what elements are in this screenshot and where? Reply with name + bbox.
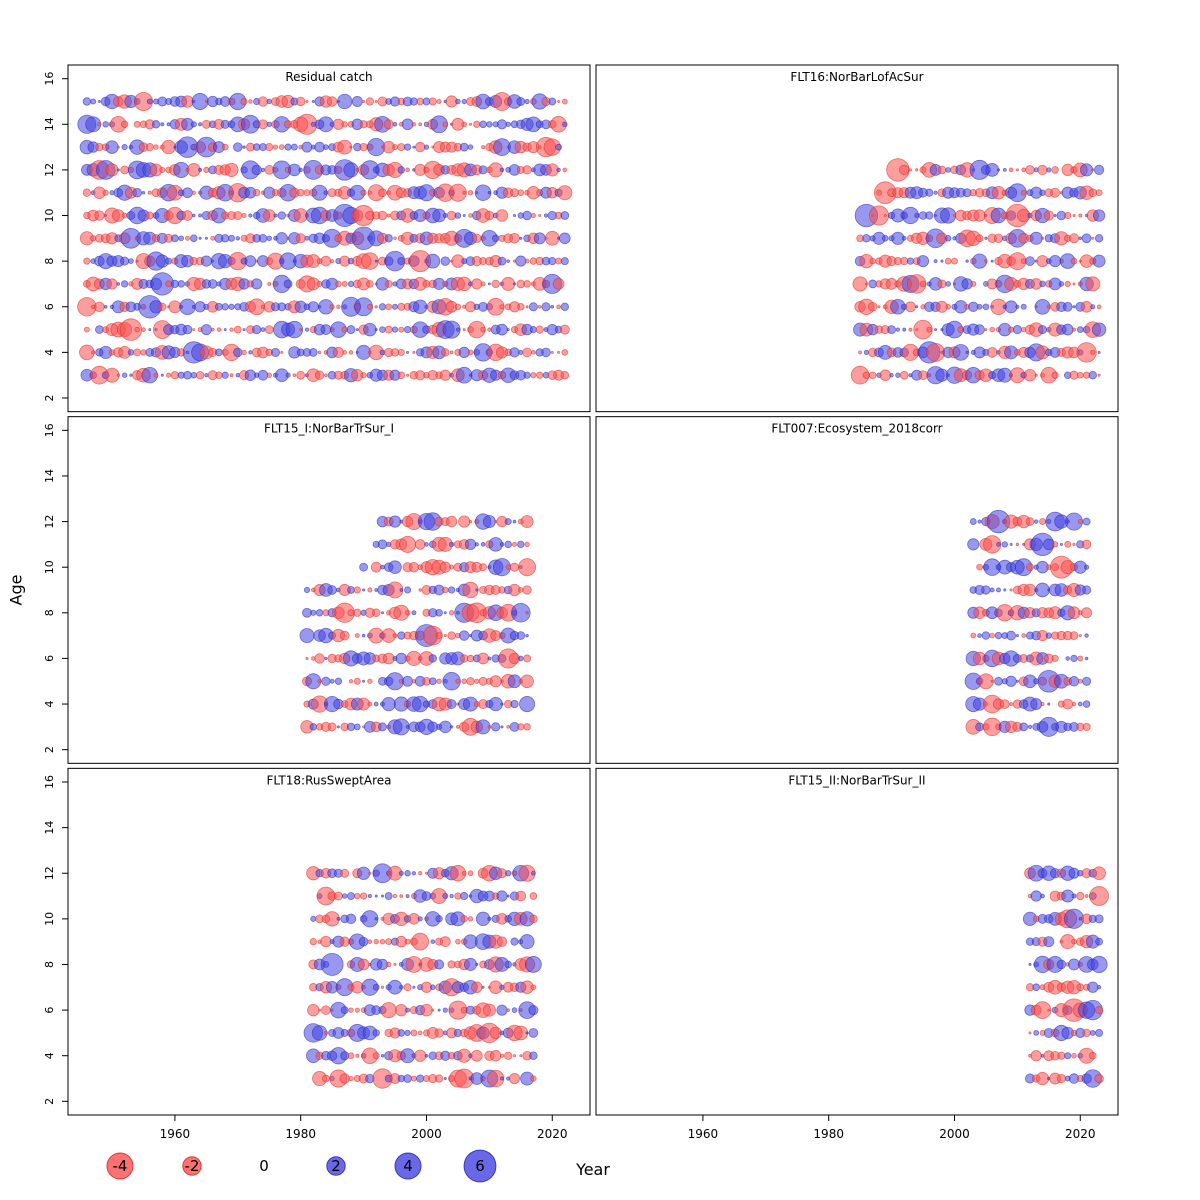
svg-text:6: 6: [43, 655, 56, 662]
svg-text:1960: 1960: [688, 1127, 719, 1141]
panel-flt18-russweptarea: FLT18:RusSweptArea 2 4 6 8 10 12 14 16 1960 1980 20…: [43, 767, 591, 1141]
svg-text:14: 14: [43, 117, 56, 131]
x-axis-ticks: 1960 1980 2000 2020: [160, 1114, 568, 1141]
bubble-grid: [77, 91, 573, 385]
panel-flt007-ecosystem-2018corr: FLT007:Ecosystem_2018corr: [595, 416, 1119, 764]
panel-flt16-norbarlofacsur: FLT16:NorBarLofAcSur: [595, 64, 1119, 413]
svg-text:6: 6: [43, 1007, 56, 1014]
legend-label: 4: [403, 1157, 413, 1175]
legend-item: 4: [394, 1152, 422, 1180]
svg-text:10: 10: [43, 912, 56, 926]
svg-text:12: 12: [43, 163, 56, 177]
svg-text:12: 12: [43, 515, 56, 529]
y-axis-ticks: 2 4 6 8 10 12 14 16: [43, 72, 68, 401]
panel-title: FLT18:RusSweptArea: [267, 773, 392, 787]
bubble-grid: [964, 509, 1093, 737]
legend-label: 6: [475, 1157, 485, 1175]
panel-title: FLT15_II:NorBarTrSur_II: [788, 773, 925, 787]
legend-label: 0: [259, 1157, 269, 1175]
svg-text:10: 10: [43, 560, 56, 574]
svg-text:14: 14: [43, 821, 56, 835]
svg-text:2020: 2020: [1065, 1127, 1096, 1141]
svg-text:8: 8: [43, 609, 56, 616]
bubble-grid: [1022, 864, 1109, 1088]
y-axis-ticks: 2 4 6 8 10 12 14 16: [43, 423, 68, 753]
panel-flt15-i-norbartrsur-i: FLT15_I:NorBarTrSur_I 2 4 6 8 10 12 14 16: [43, 416, 591, 764]
x-axis-title: Year: [576, 1160, 610, 1179]
panel-title: FLT16:NorBarLofAcSur: [790, 70, 923, 84]
svg-text:4: 4: [43, 701, 56, 708]
svg-text:4: 4: [43, 1052, 56, 1059]
legend-item: -4: [106, 1152, 134, 1180]
svg-text:16: 16: [43, 423, 56, 437]
panel-title: Residual catch: [285, 70, 372, 84]
panel-flt15-ii-norbartrsur-ii: FLT15_II:NorBarTrSur_II 1960 1980 2000 2020: [595, 767, 1119, 1141]
legend-label: -2: [185, 1157, 200, 1175]
legend-item: -2: [182, 1156, 202, 1176]
legend-item: 2: [326, 1156, 346, 1176]
svg-text:6: 6: [43, 303, 56, 310]
svg-text:1980: 1980: [813, 1127, 844, 1141]
svg-text:2000: 2000: [939, 1127, 970, 1141]
legend: -4 -2 0 2 4 6: [106, 1149, 497, 1183]
svg-text:4: 4: [43, 349, 56, 356]
svg-text:8: 8: [43, 961, 56, 968]
legend-item: 0: [259, 1157, 269, 1175]
bubble-grid: [303, 863, 542, 1089]
svg-text:10: 10: [43, 209, 56, 223]
svg-text:2: 2: [43, 746, 56, 753]
svg-text:16: 16: [43, 775, 56, 789]
legend-label: 2: [331, 1157, 341, 1175]
svg-text:8: 8: [43, 258, 56, 265]
svg-text:2: 2: [43, 1098, 56, 1105]
legend-item: 6: [463, 1149, 497, 1183]
panel-title: FLT15_I:NorBarTrSur_I: [264, 422, 394, 436]
svg-text:2000: 2000: [411, 1127, 442, 1141]
y-axis-title: Age: [6, 574, 26, 606]
y-axis-ticks: 2 4 6 8 10 12 14 16: [43, 775, 68, 1105]
bubble-grid: [299, 512, 537, 736]
svg-text:2: 2: [43, 394, 56, 401]
bubble-grid: [850, 158, 1107, 385]
panel-residual-catch: Residual catch 2 4 6 8 10 12 14 16: [43, 64, 591, 413]
panel-title: FLT007:Ecosystem_2018corr: [771, 422, 942, 436]
svg-text:1980: 1980: [285, 1127, 316, 1141]
legend-label: -4: [113, 1157, 128, 1175]
svg-text:1960: 1960: [160, 1127, 191, 1141]
x-axis-ticks: 1960 1980 2000 2020: [688, 1114, 1096, 1141]
svg-text:14: 14: [43, 469, 56, 483]
svg-text:12: 12: [43, 866, 56, 880]
svg-text:2020: 2020: [537, 1127, 568, 1141]
svg-text:16: 16: [43, 72, 56, 86]
